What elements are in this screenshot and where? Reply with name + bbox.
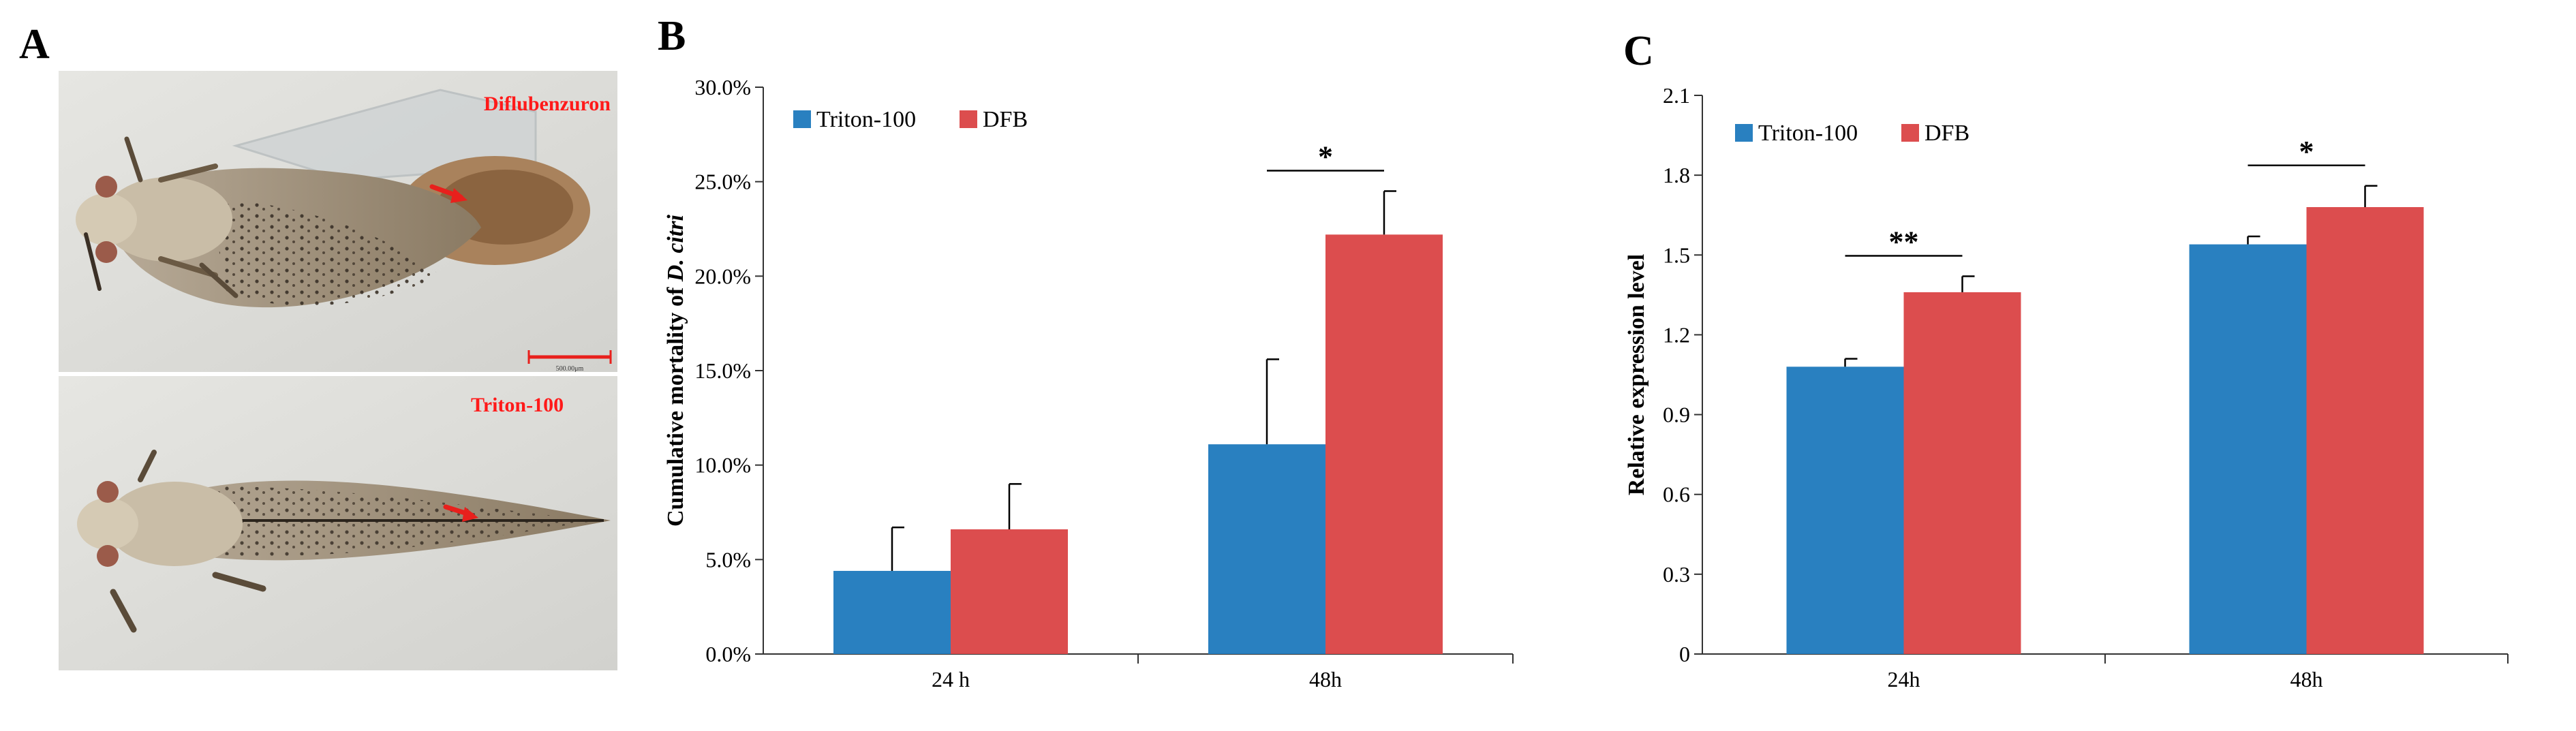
diflubenzuron-insect-image: Diflubenzuron 500.00μm bbox=[59, 71, 617, 373]
y-tick-label: 0 bbox=[1679, 642, 1690, 666]
panel-c-letter: C bbox=[1623, 28, 1654, 74]
y-tick-label: 15.0% bbox=[694, 358, 751, 383]
y-tick-label: 30.0% bbox=[694, 75, 751, 99]
y-tick-label: 1.5 bbox=[1663, 243, 1690, 267]
triton-label: Triton-100 bbox=[471, 394, 564, 416]
significance-label: ** bbox=[1889, 225, 1919, 259]
insect-photo-panel: Diflubenzuron 500.00μm Triton-100 bbox=[59, 71, 617, 670]
y-tick-label: 25.0% bbox=[694, 170, 751, 194]
y-tick-label: 0.6 bbox=[1663, 482, 1690, 507]
x-tick-label: 48h bbox=[1309, 667, 1342, 691]
y-axis-label: Cumulative mortality of D. citri bbox=[663, 214, 688, 527]
y-tick-label: 0.3 bbox=[1663, 562, 1690, 587]
x-tick-label: 24 h bbox=[932, 667, 970, 691]
legend-entry: DFB bbox=[1925, 121, 1969, 146]
bar-dfb-1 bbox=[2306, 207, 2424, 654]
x-tick-label: 48h bbox=[2290, 667, 2323, 691]
panel-b-letter: B bbox=[658, 13, 686, 59]
triton-insect-image: Triton-100 bbox=[59, 376, 617, 670]
diflubenzuron-label: Diflubenzuron bbox=[484, 93, 611, 115]
legend-swatch-dfb bbox=[1901, 124, 1919, 142]
y-tick-label: 10.0% bbox=[694, 453, 751, 478]
y-axis-label-species: D. citri bbox=[663, 214, 688, 282]
legend-swatch-dfb bbox=[960, 110, 977, 128]
legend-entry: Triton-100 bbox=[816, 107, 916, 132]
bar-triton-100-0 bbox=[833, 570, 951, 654]
legend-entry: DFB bbox=[983, 107, 1028, 132]
bar-dfb-0 bbox=[1903, 292, 2021, 654]
bar-triton-100-1 bbox=[2189, 244, 2307, 655]
scale-bar-label: 500.00μm bbox=[556, 365, 584, 373]
significance-label: * bbox=[2299, 135, 2314, 168]
y-axis-label: Relative expression level bbox=[1624, 254, 1649, 495]
legend-entry: Triton-100 bbox=[1758, 121, 1858, 146]
y-tick-label: 1.2 bbox=[1663, 322, 1690, 347]
panel-a-letter: A bbox=[19, 21, 50, 67]
y-tick-label: 0.9 bbox=[1663, 403, 1690, 427]
y-axis-label-text: Cumulative mortality of bbox=[663, 281, 688, 527]
x-tick-label: 24h bbox=[1888, 667, 1920, 691]
y-tick-label: 1.8 bbox=[1663, 163, 1690, 187]
significance-label: * bbox=[1318, 140, 1333, 174]
bar-triton-100-1 bbox=[1208, 444, 1325, 654]
bar-dfb-1 bbox=[1325, 234, 1443, 654]
mortality-bar-chart: 0.0% 5.0% 10.0% 15.0% 20.0% 25.0% 30.0% 24 h 48h… bbox=[663, 75, 1514, 691]
y-tick-label: 2.1 bbox=[1663, 83, 1690, 108]
y-tick-label: 0.0% bbox=[705, 642, 751, 666]
y-tick-label: 20.0% bbox=[694, 264, 751, 288]
y-tick-label: 5.0% bbox=[705, 547, 751, 572]
legend-swatch-triton-100 bbox=[793, 110, 811, 128]
bar-triton-100-0 bbox=[1786, 367, 1904, 654]
legend-swatch-triton-100 bbox=[1735, 124, 1753, 142]
bar-dfb-0 bbox=[951, 529, 1068, 654]
